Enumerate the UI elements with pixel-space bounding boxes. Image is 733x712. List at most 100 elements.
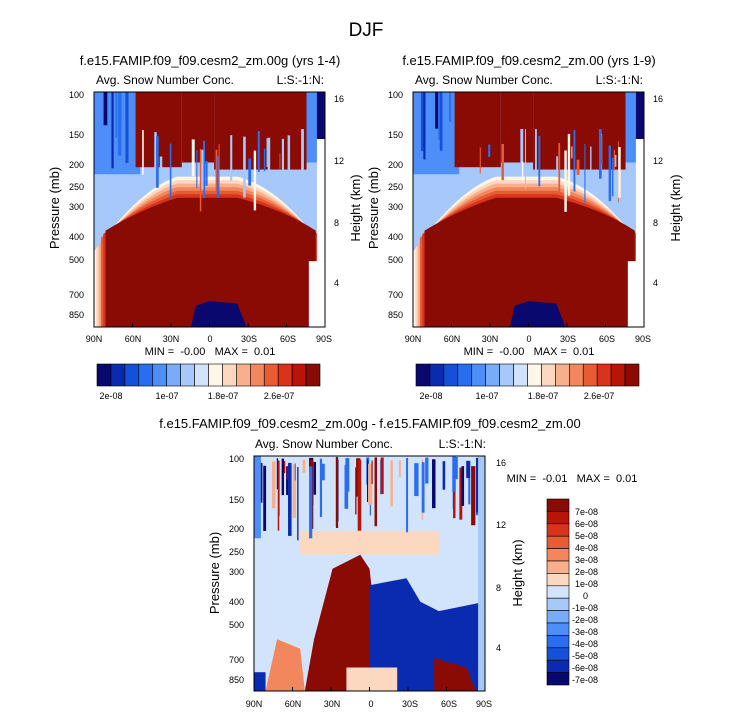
y-tick-label: 500: [388, 255, 403, 265]
field-streak: [475, 457, 480, 513]
field-streak: [618, 147, 621, 198]
colorbar-swatch: [569, 363, 584, 387]
colorbar-label: 6e-08: [575, 519, 598, 529]
field-region: [254, 672, 266, 691]
x-tick-label: 60S: [599, 334, 615, 344]
field-streak: [111, 92, 114, 169]
field-streak: [442, 461, 446, 490]
field-streak: [367, 459, 369, 503]
field-streak: [374, 457, 377, 527]
field-streak: [435, 92, 439, 129]
y-tick-label: 500: [69, 255, 84, 265]
field-streak: [567, 133, 571, 196]
field-streak: [461, 466, 465, 506]
panel-3-plot-area: [253, 455, 486, 692]
colorbar-swatch: [546, 560, 570, 574]
panel-2-y-ticks-right: 16 12 8 4: [653, 94, 663, 288]
field-streak: [287, 135, 291, 190]
field-streak: [488, 144, 491, 158]
field-streak: [125, 92, 129, 163]
colorbar-swatch: [236, 363, 251, 387]
field-streak: [611, 157, 614, 197]
y-tick-label: 400: [388, 232, 403, 242]
figure-title: DJF: [349, 20, 384, 41]
colorbar-label: -6e-08: [572, 663, 598, 673]
field-streak: [454, 456, 458, 480]
panel-2-colorbar: [415, 363, 640, 387]
colorbar-swatch: [429, 363, 445, 387]
field-region: [304, 554, 384, 691]
field-streak: [406, 458, 409, 533]
field-streak: [277, 460, 280, 531]
colorbar-swatch: [443, 363, 459, 387]
field-streak: [271, 461, 276, 509]
colorbar-swatch: [96, 363, 112, 387]
colorbar-label: 3e-08: [575, 555, 598, 565]
field-streak: [169, 143, 172, 199]
colorbar-label: 4e-08: [575, 543, 598, 553]
x-tick-label: 60S: [441, 699, 457, 709]
x-tick-label: 30N: [482, 334, 499, 344]
field-streak: [613, 150, 615, 171]
y-tick-label-right: 4: [496, 643, 501, 653]
field-block: [533, 92, 626, 170]
field-streak: [156, 136, 159, 188]
colorbar-swatch: [624, 363, 640, 387]
field-streak: [301, 129, 304, 185]
field-streak: [253, 150, 257, 211]
field-streak: [142, 129, 144, 175]
field-streak: [281, 458, 285, 496]
colorbar-swatch: [546, 647, 570, 661]
x-tick-label: 0: [368, 699, 373, 709]
y-tick-label: 500: [229, 620, 244, 630]
field-streak: [257, 131, 260, 172]
field-streak: [297, 467, 299, 541]
panel-3: f.e15.FAMIP.f09_f09.cesm2_zm.00g - f.e15…: [159, 416, 637, 709]
y-tick-label: 100: [229, 454, 244, 464]
field-streak: [556, 156, 558, 172]
colorbar-swatch: [277, 363, 293, 387]
y-tick-label: 400: [229, 597, 244, 607]
colorbar-swatch: [305, 363, 321, 387]
x-tick-label: 60N: [125, 334, 142, 344]
panel-2-ylabel: Pressure (mb): [366, 167, 381, 249]
field-streak: [196, 150, 198, 189]
y-tick-label: 700: [69, 290, 84, 300]
x-tick-label: 90S: [476, 699, 492, 709]
missing-region: [308, 261, 325, 327]
field-streak: [286, 466, 290, 496]
panel-1-stats: MIN = -0.00 MAX = 0.01: [145, 346, 276, 358]
field-streak: [432, 459, 436, 509]
field-streak: [309, 466, 313, 539]
colorbar-label: 1.8e-07: [528, 391, 559, 401]
field-streak: [215, 149, 218, 192]
panel-3-x-ticks: 90N 60N 30N 0 30S 60S 90S: [246, 699, 492, 709]
y-tick-label-right: 8: [334, 218, 339, 228]
x-tick-label: 30S: [241, 334, 257, 344]
panel-2-subtitle-left: Avg. Snow Number Conc.: [415, 73, 553, 87]
colorbar-swatch: [546, 659, 570, 673]
colorbar-swatch: [541, 363, 556, 387]
field-region: [369, 578, 485, 691]
field-region: [434, 658, 476, 691]
x-tick-label: 90S: [635, 334, 651, 344]
y-tick-label: 200: [229, 524, 244, 534]
y-tick-label: 300: [388, 202, 403, 212]
colorbar-label: 2e-08: [419, 391, 442, 401]
y-tick-label: 150: [229, 495, 244, 505]
panel-3-ylabel: Pressure (mb): [207, 532, 222, 614]
contour-layer: [105, 197, 316, 327]
missing-region: [316, 139, 325, 262]
field-streak: [263, 465, 267, 532]
colorbar-swatch: [546, 535, 570, 549]
y-tick-label: 850: [388, 310, 403, 320]
y-tick-label-right: 16: [653, 94, 663, 104]
field-streak: [390, 460, 393, 507]
x-tick-label: 90S: [316, 334, 332, 344]
colorbar-label: 2e-08: [575, 567, 598, 577]
y-tick-label: 150: [388, 130, 403, 140]
colorbar-swatch: [546, 498, 570, 512]
field-streak: [564, 150, 567, 212]
field-streak: [267, 137, 271, 181]
